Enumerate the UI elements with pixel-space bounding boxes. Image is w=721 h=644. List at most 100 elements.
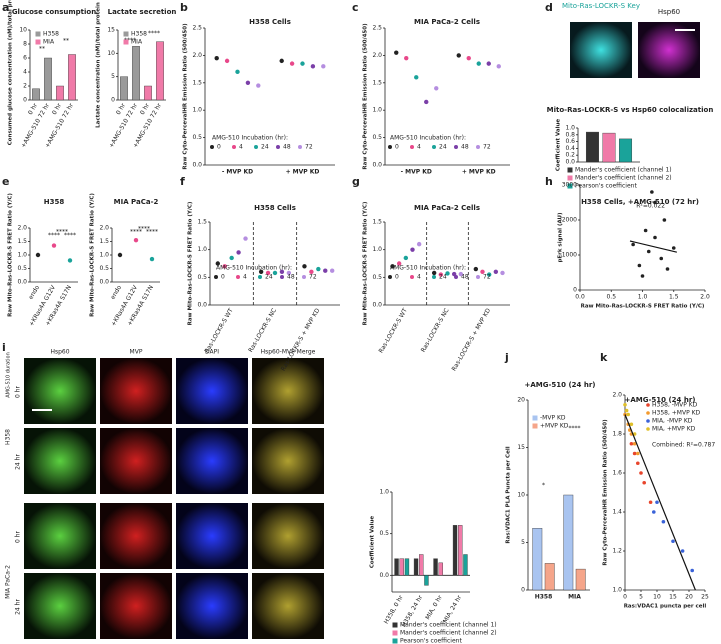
bar — [602, 132, 616, 163]
mean-dot — [486, 272, 492, 277]
y-tick-label: 0.0 — [197, 302, 207, 309]
x-tick-label: - MVP KD — [222, 169, 253, 176]
mean-dot — [309, 269, 314, 274]
panel-letter: k — [600, 351, 608, 364]
legend-swatch — [392, 638, 398, 644]
significance: **** — [64, 232, 76, 239]
legend-label: 24 — [439, 274, 447, 281]
legend-swatch — [410, 145, 414, 149]
x-tick-label: MIA, 0 hr — [424, 594, 444, 621]
y-tick-label: 1000 — [562, 252, 577, 259]
y-tick-label: 1.4 — [612, 509, 622, 516]
mean-dot — [496, 64, 501, 69]
legend-label: 4 — [239, 144, 243, 151]
legend-swatch — [646, 411, 650, 415]
column-label: MVP — [130, 349, 143, 356]
significance: **** — [130, 229, 142, 236]
significance: ** — [39, 45, 45, 52]
chart-title: H358 Cells — [254, 204, 296, 212]
y-tick-label: 1.0 — [192, 107, 202, 114]
x-tick-label: Ras-LOCKR-S NC — [247, 307, 278, 353]
micrograph — [252, 573, 324, 639]
legend-swatch — [432, 145, 436, 149]
legend-title: AMG-510 Incubation (hr): — [216, 265, 292, 272]
legend-swatch — [35, 31, 41, 37]
y-tick-label: 0.0 — [17, 279, 27, 286]
mean-dot — [258, 269, 264, 274]
y-axis-label: Raw Mito-Ras-LOCKR-S FRET Ratio (Y/C) — [90, 193, 96, 317]
legend-swatch — [236, 275, 240, 279]
y-tick-label: 5 — [521, 539, 525, 546]
legend-label: -MVP KD — [540, 415, 566, 422]
x-tick-label: 2.0 — [700, 294, 710, 301]
y-tick-label: 1.5 — [17, 238, 27, 245]
y-tick-label: 0.5 — [99, 265, 109, 272]
legend-swatch — [214, 275, 218, 279]
legend-swatch — [388, 275, 392, 279]
point — [642, 480, 646, 485]
micrograph — [100, 358, 172, 424]
legend-label: 48 — [461, 144, 469, 151]
legend-title: AMG-510 Incubation (hr): — [390, 135, 466, 142]
mean-dot — [286, 270, 292, 276]
significance: **** — [138, 225, 150, 232]
mean-dot — [451, 271, 457, 277]
micrograph — [176, 428, 248, 494]
mean-dot — [117, 252, 123, 258]
point — [636, 461, 640, 466]
y-axis-label: Raw Cyto-PercevalHR Emission Ratio (500/… — [363, 23, 369, 170]
y-tick-label: 3000 — [562, 182, 577, 189]
legend-swatch — [258, 275, 262, 279]
mean-dot — [316, 266, 321, 272]
chart-title: Mito-Ras-LOCKR-S vs Hsp60 colocalization — [547, 106, 714, 114]
bar — [585, 131, 599, 163]
legend-label: MIA, +MVP KD — [652, 426, 696, 433]
mean-dot — [256, 83, 261, 88]
legend-label: 72 — [309, 274, 317, 281]
y-tick-label: 1.5 — [99, 238, 109, 245]
y-tick-label: 0.2 — [565, 152, 575, 159]
panel-letter: b — [180, 1, 188, 14]
x-tick-label: 15 — [669, 594, 677, 601]
y-tick-label: 1.5 — [197, 219, 207, 226]
point — [653, 200, 657, 205]
point — [624, 408, 629, 413]
x-tick-label: 1.0 — [638, 294, 648, 301]
mean-dot — [279, 269, 285, 274]
bar — [394, 558, 399, 576]
y-tick-label: 0.6 — [565, 138, 575, 145]
legend-label: H358 — [43, 31, 59, 38]
mean-dot — [390, 264, 395, 269]
significance: **** — [56, 229, 68, 236]
y-tick-label: 15 — [517, 444, 525, 451]
mean-dot — [243, 236, 248, 241]
mean-dot — [51, 243, 57, 248]
legend-swatch — [567, 183, 573, 189]
legend-label: 4 — [243, 274, 247, 281]
chart-title: H358 Cells, +AMG-510 (72 hr) — [581, 198, 699, 206]
legend-swatch — [567, 167, 573, 173]
x-tick-label: 0.0 — [575, 294, 585, 301]
y-axis-label: Raw Cyto-PercevalHR Emission Ratio (500/… — [183, 23, 189, 170]
y-tick-label: 6 — [23, 55, 27, 62]
mean-dot — [330, 268, 335, 273]
legend-swatch — [35, 39, 41, 45]
chart-title: H358 Cells — [249, 18, 291, 26]
y-axis-label: pErk signal (AU) — [558, 212, 564, 263]
panel-letter: h — [545, 175, 553, 188]
x-tick-label: 0 — [623, 594, 627, 601]
point — [643, 228, 648, 233]
point — [680, 549, 685, 553]
panel-letter: e — [2, 175, 9, 188]
legend-swatch — [123, 31, 129, 37]
column-label: Hsp60 — [50, 349, 69, 356]
mean-dot — [321, 64, 326, 69]
y-tick-label: 0.5 — [197, 274, 207, 281]
micrographs-d: Mito-Ras-LOCKR-S Key Hsp60 — [562, 2, 700, 78]
panel-letter: d — [545, 1, 553, 14]
y-tick-label: 2 — [23, 83, 27, 90]
legend-swatch — [532, 415, 538, 421]
bar — [419, 554, 424, 576]
significance: **** — [569, 425, 581, 432]
x-tick-label: H358 — [535, 594, 553, 601]
